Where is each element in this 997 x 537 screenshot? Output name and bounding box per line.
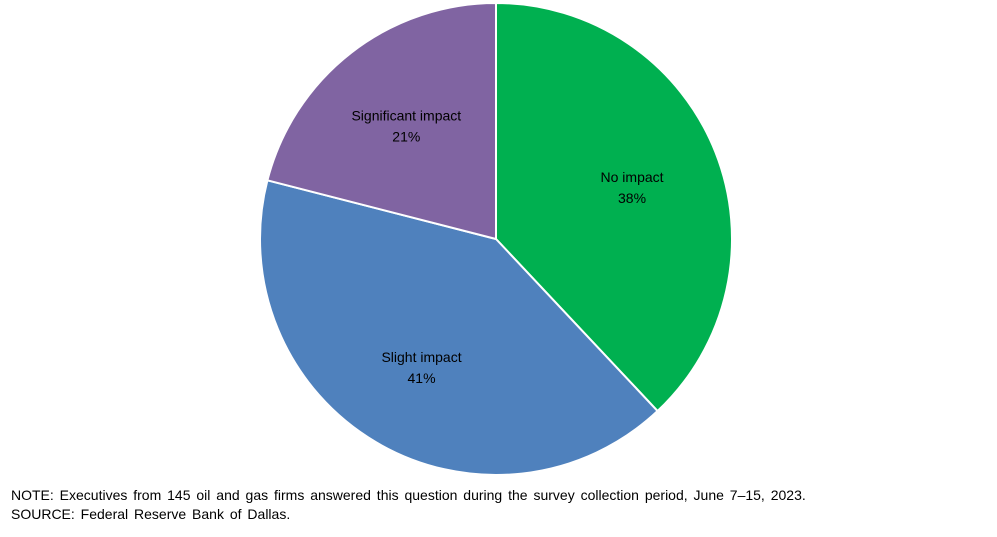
- slice-label-significant-impact: Significant impact: [351, 107, 461, 123]
- pie-slice-significant-impact: [266, 2, 497, 240]
- pie-slice-slight-impact: [259, 179, 659, 476]
- pie-chart: No impact 38% Slight impact 41% Significant …: [259, 2, 733, 476]
- pie-slices: [259, 2, 733, 476]
- slice-value-no-impact: 38%: [618, 190, 646, 206]
- slice-label-slight-impact: Slight impact: [381, 349, 461, 365]
- pie-chart-svg: No impact 38% Slight impact 41% Significant …: [259, 2, 733, 476]
- slice-value-significant-impact: 21%: [392, 128, 420, 144]
- pie-slice-no-impact: [495, 2, 733, 413]
- slice-value-slight-impact: 41%: [408, 370, 436, 386]
- chart-notes: NOTE: Executives from 145 oil and gas fi…: [11, 486, 991, 524]
- pie-labels: No impact 38% Slight impact 41% Significant …: [351, 107, 663, 386]
- slice-label-no-impact: No impact: [601, 169, 664, 185]
- source-text: SOURCE: Federal Reserve Bank of Dallas.: [11, 506, 291, 522]
- note-text: NOTE: Executives from 145 oil and gas fi…: [11, 487, 806, 503]
